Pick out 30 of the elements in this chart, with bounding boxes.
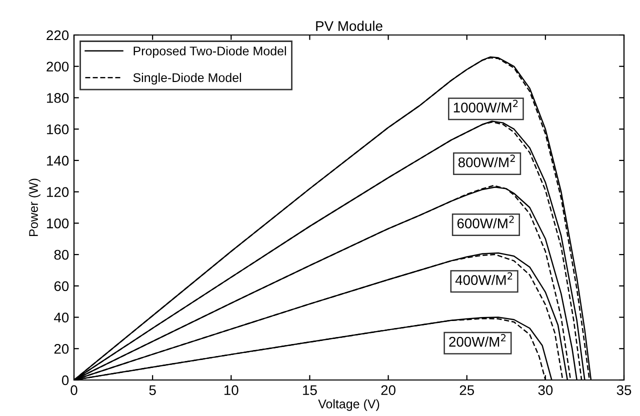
x-axis-title: Voltage (V) (318, 399, 380, 411)
legend-label: Proposed Two-Diode Model (134, 46, 286, 58)
y-axis-title: Power (W) (28, 178, 40, 236)
x-tick-label: 15 (303, 385, 317, 396)
y-tick-label: 140 (47, 156, 69, 166)
x-tick-label: 10 (224, 385, 238, 396)
x-tick-label: 5 (149, 385, 156, 396)
y-tick-label: 40 (54, 312, 69, 322)
y-tick-label: 200 (46, 62, 69, 72)
annotation: 400W/M$^{2}$ (455, 272, 512, 285)
y-tick-label: 120 (47, 187, 69, 197)
x-tick-label: 35 (616, 385, 632, 396)
y-tick-label: 100 (47, 218, 69, 228)
chart-title: PV Module (316, 20, 382, 31)
x-tick-label: 0 (70, 385, 78, 396)
y-tick-label: 180 (47, 93, 69, 103)
y-tick-label: 220 (46, 30, 69, 40)
x-tick-label: 25 (460, 385, 474, 396)
annotation: 200W/M$^{2}$ (449, 334, 506, 347)
y-tick-label: 0 (62, 375, 69, 386)
legend-label: Single-Diode Model (133, 72, 241, 85)
y-tick-label: 160 (47, 124, 69, 134)
x-tick-label: 20 (381, 385, 396, 396)
annotation: 800W/M$^{2}$ (458, 154, 515, 168)
x-tick-label: 30 (538, 385, 553, 396)
annotation: 600W/M$^{2}$ (457, 216, 514, 228)
y-tick-label: 60 (54, 281, 69, 292)
annotation: 1000W/M$^{2}$ (454, 100, 518, 112)
y-tick-label: 80 (54, 250, 69, 260)
y-tick-label: 20 (54, 344, 69, 354)
